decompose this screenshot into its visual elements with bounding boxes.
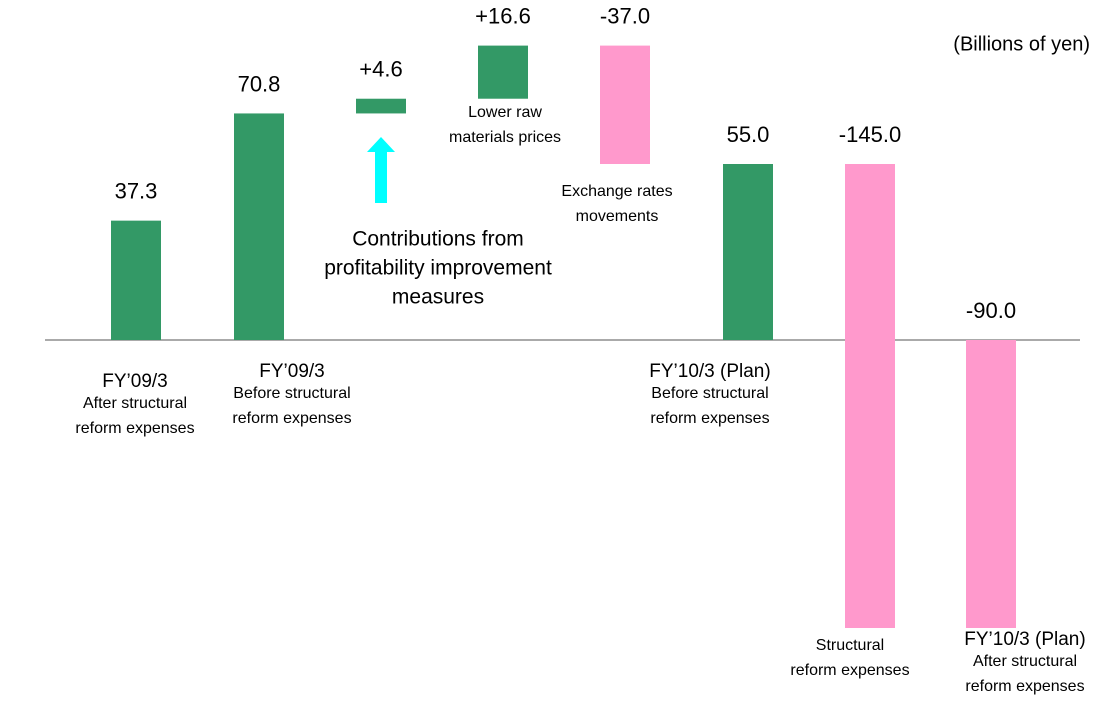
category-label: Before structural bbox=[651, 385, 768, 402]
value-label: 70.8 bbox=[238, 71, 281, 96]
bar bbox=[966, 340, 1016, 628]
value-label: -37.0 bbox=[600, 3, 650, 28]
annotation-text: measures bbox=[392, 286, 484, 309]
bar bbox=[234, 113, 284, 340]
category-label: Structural bbox=[816, 637, 884, 654]
category-label: Lower raw bbox=[468, 104, 542, 121]
bar bbox=[723, 164, 773, 340]
category-label: Exchange rates bbox=[561, 183, 672, 200]
category-label: materials prices bbox=[449, 129, 561, 146]
category-label: movements bbox=[576, 208, 659, 225]
bar bbox=[478, 45, 528, 99]
category-label: reform expenses bbox=[75, 420, 194, 437]
category-label: reform expenses bbox=[965, 678, 1084, 695]
bar bbox=[111, 220, 161, 340]
category-label: reform expenses bbox=[650, 410, 769, 427]
annotation-text: profitability improvement bbox=[324, 257, 552, 280]
value-label: 37.3 bbox=[115, 178, 158, 203]
value-label: -145.0 bbox=[839, 122, 901, 147]
annotation-arrow bbox=[367, 137, 395, 203]
bar bbox=[845, 164, 895, 628]
category-label: Before structural bbox=[233, 385, 350, 402]
annotation-text: Contributions from bbox=[352, 228, 524, 251]
category-label: FY’10/3 (Plan) bbox=[649, 361, 770, 382]
category-label: FY’10/3 (Plan) bbox=[964, 629, 1085, 650]
value-label: +16.6 bbox=[475, 3, 531, 28]
unit-label: (Billions of yen) bbox=[953, 33, 1090, 55]
value-label: +4.6 bbox=[359, 57, 402, 82]
bar bbox=[600, 45, 650, 164]
category-label: FY’09/3 bbox=[102, 371, 167, 392]
category-label: reform expenses bbox=[790, 662, 909, 679]
value-label: 55.0 bbox=[727, 122, 770, 147]
category-label: After structural bbox=[83, 395, 187, 412]
value-label: -90.0 bbox=[966, 298, 1016, 323]
category-label: FY’09/3 bbox=[259, 361, 324, 382]
category-label: After structural bbox=[973, 653, 1077, 670]
category-label: reform expenses bbox=[232, 410, 351, 427]
bar bbox=[356, 98, 406, 114]
